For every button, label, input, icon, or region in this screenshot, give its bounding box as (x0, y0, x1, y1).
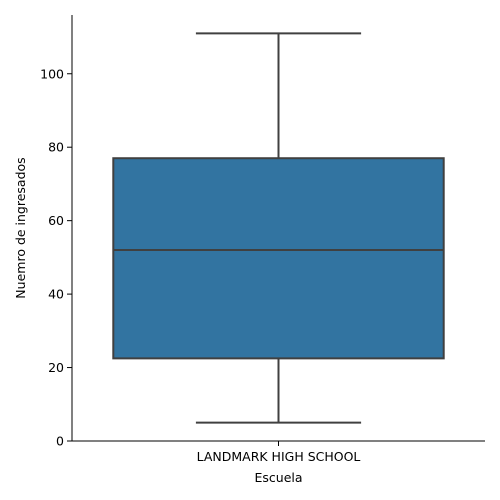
y-tick-label: 100 (40, 66, 64, 81)
y-tick-label: 20 (48, 360, 64, 375)
x-tick-label: LANDMARK HIGH SCHOOL (197, 449, 361, 464)
y-tick-label: 0 (56, 434, 64, 449)
y-tick-label: 80 (48, 140, 64, 155)
iqr-box (112, 157, 445, 360)
y-tick-label: 60 (48, 213, 64, 228)
box-series (112, 32, 445, 424)
y-axis-ticks: 0 20 40 60 80 100 (40, 66, 72, 449)
x-axis-ticks: LANDMARK HIGH SCHOOL (197, 441, 361, 464)
y-tick-label: 40 (48, 287, 64, 302)
box-group (112, 32, 445, 424)
y-axis-title: Nuemro de ingresados (13, 157, 28, 298)
x-axis-title: Escuela (254, 470, 302, 485)
